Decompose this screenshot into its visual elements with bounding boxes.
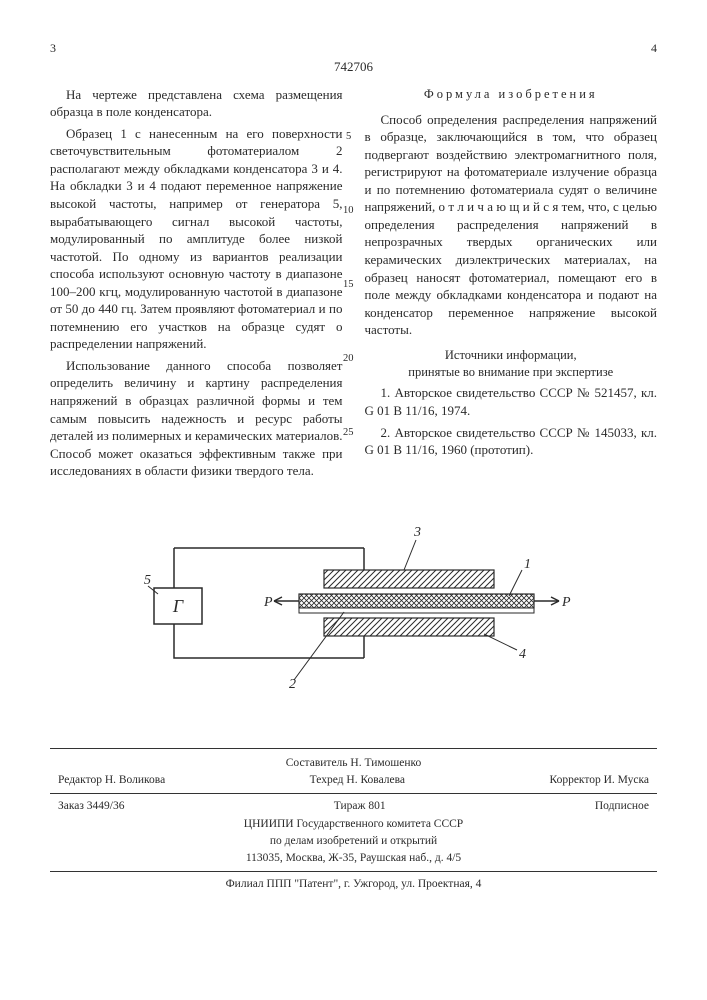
footer-credits: Редактор Н. Воликова Техред Н. Ковалева … <box>50 772 657 789</box>
label-1: 1 <box>524 557 531 572</box>
podpisnoe: Подписное <box>595 798 649 815</box>
left-column: На чертеже представлена схема размещения… <box>50 86 343 484</box>
page-num-right: 4 <box>651 40 657 56</box>
tirazh: Тираж 801 <box>334 798 386 815</box>
filial: Филиал ППП "Патент", г. Ужгород, ул. Про… <box>50 876 657 893</box>
label-3: 3 <box>413 525 421 540</box>
line-marker: 5 <box>346 130 351 144</box>
compiler: Составитель Н. Тимошенко <box>50 755 657 772</box>
label-4: 4 <box>519 647 526 662</box>
footer: Составитель Н. Тимошенко Редактор Н. Вол… <box>50 748 657 894</box>
sources-title: Источники информации, принятые во вниман… <box>365 347 658 381</box>
reference: 2. Авторское свидетельство СССР № 145033… <box>365 424 658 459</box>
org-line2: по делам изобретений и открытий <box>50 833 657 850</box>
footer-order: Заказ 3449/36 Тираж 801 Подписное <box>50 798 657 815</box>
corrector: Корректор И. Муска <box>549 772 649 789</box>
order-num: Заказ 3449/36 <box>58 798 125 815</box>
label-p-left: P <box>263 595 273 610</box>
techred: Техред Н. Ковалева <box>310 772 405 789</box>
page-numbers: 3 4 <box>50 40 657 56</box>
addr: 113035, Москва, Ж-35, Раушская наб., д. … <box>50 850 657 867</box>
line-marker: 20 <box>343 352 354 366</box>
editor: Редактор Н. Воликова <box>58 772 165 789</box>
reference: 1. Авторское свидетельство СССР № 521457… <box>365 384 658 419</box>
line-marker: 25 <box>343 426 354 440</box>
paragraph: Образец 1 с нанесенным на его поверхност… <box>50 125 343 353</box>
paragraph: На чертеже представлена схема размещения… <box>50 86 343 121</box>
line-marker: 10 <box>343 204 354 218</box>
label-p-right: P <box>561 595 571 610</box>
paragraph: Способ определения распределения напряже… <box>365 111 658 339</box>
right-column: Формула изобретения Способ определения р… <box>365 86 658 484</box>
circuit-diagram: Г 5 P P 3 1 4 2 <box>114 508 594 708</box>
text-columns: 5 10 15 20 25 На чертеже представлена сх… <box>50 86 657 484</box>
document-number: 742706 <box>50 58 657 76</box>
paragraph: Использование данного способа позволяет … <box>50 357 343 480</box>
page-num-left: 3 <box>50 40 56 56</box>
label-5: 5 <box>144 573 151 588</box>
line-marker: 15 <box>343 278 354 292</box>
formula-title: Формула изобретения <box>365 86 658 103</box>
org-line1: ЦНИИПИ Государственного комитета СССР <box>50 816 657 833</box>
gen-label: Г <box>171 596 183 616</box>
